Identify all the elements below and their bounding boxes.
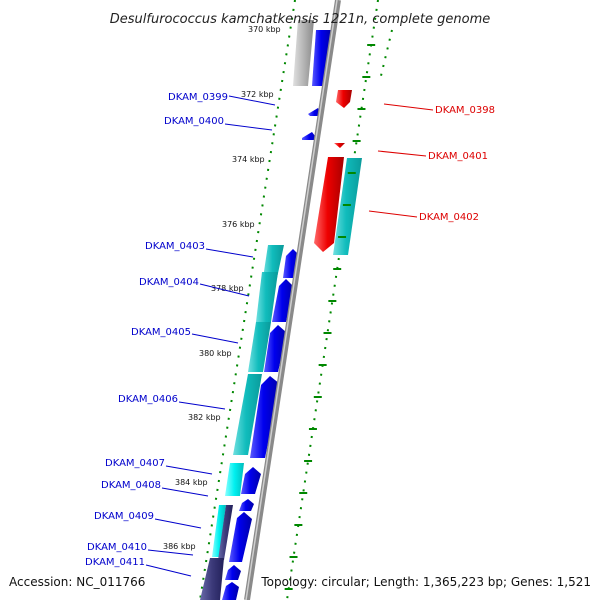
gene-label-forward[interactable]: DKAM_0407: [105, 458, 165, 469]
tick-label: 370 kbp: [248, 25, 281, 34]
map-title: Desulfurococcus kamchatkensis 1221n, com…: [110, 12, 491, 27]
gene-label-leader: [147, 549, 194, 556]
feature-gray[interactable]: [293, 20, 314, 86]
gene-label-forward[interactable]: DKAM_0399: [168, 92, 228, 103]
feature-cyan[interactable]: [225, 463, 244, 496]
backbone-line: [244, 0, 341, 600]
gene-label-reverse[interactable]: DKAM_0398: [435, 105, 495, 116]
feature-teal[interactable]: [248, 322, 271, 372]
feature-cds[interactable]: [225, 565, 241, 580]
feature-teal[interactable]: [333, 158, 362, 255]
gene-label-leader: [383, 103, 434, 111]
gene-label-leader: [161, 487, 209, 497]
feature-cds[interactable]: [229, 512, 252, 562]
gene-label-leader: [145, 564, 192, 577]
gene-label-leader: [154, 518, 202, 529]
feature-cds[interactable]: [302, 132, 318, 140]
feature-cds[interactable]: [239, 499, 254, 511]
genome-backbone: [244, 0, 341, 600]
far-track-guide: [379, 29, 393, 81]
gene-label-layer: DKAM_0399 DKAM_0400 DKAM_0403 DKAM_0404 DKAM…: [85, 92, 495, 577]
tick-label: 386 kbp: [163, 542, 196, 551]
feature-navy[interactable]: [200, 558, 224, 600]
feature-cds[interactable]: [241, 467, 261, 494]
tick-label: 382 kbp: [188, 413, 221, 422]
feature-cds[interactable]: [272, 279, 294, 322]
gene-label-leader: [205, 248, 254, 258]
tick-label: 372 kbp: [241, 90, 274, 99]
tick-label: 374 kbp: [232, 155, 265, 164]
gene-label-leader: [191, 333, 239, 344]
feature-rna[interactable]: [334, 143, 345, 148]
gene-label-forward[interactable]: DKAM_0410: [87, 542, 147, 553]
gene-label-leader: [377, 150, 427, 157]
feature-cds[interactable]: [312, 30, 332, 86]
feature-cyan[interactable]: [212, 505, 226, 557]
gene-label-reverse[interactable]: DKAM_0401: [428, 151, 488, 162]
gene-label-leader: [224, 123, 273, 131]
feature-cds[interactable]: [250, 376, 280, 458]
feature-rna[interactable]: [336, 90, 352, 108]
reverse-features: [314, 90, 362, 255]
tick-label: 380 kbp: [199, 349, 232, 358]
tick-label: 384 kbp: [175, 478, 208, 487]
feature-teal[interactable]: [256, 272, 278, 322]
gene-label-reverse[interactable]: DKAM_0402: [419, 212, 479, 223]
gene-label-leader: [228, 95, 276, 106]
gene-label-forward[interactable]: DKAM_0400: [164, 116, 224, 127]
gene-label-forward[interactable]: DKAM_0405: [131, 327, 191, 338]
gene-label-leader: [199, 283, 250, 297]
gene-label-forward[interactable]: DKAM_0404: [139, 277, 199, 288]
feature-teal[interactable]: [263, 245, 284, 278]
gene-label-forward[interactable]: DKAM_0406: [118, 394, 178, 405]
gene-label-forward[interactable]: DKAM_0408: [101, 480, 161, 491]
forward-features: [222, 30, 332, 600]
feature-teal[interactable]: [233, 374, 262, 455]
tick-layer: 370 kbp 372 kbp 374 kbp 376 kbp 378 kbp 380 k…: [163, 25, 376, 590]
backbone-highlight: [245, 0, 338, 600]
gene-label-forward[interactable]: DKAM_0403: [145, 241, 205, 252]
feature-cds[interactable]: [264, 325, 287, 372]
outer-track-guide: [286, 0, 379, 600]
feature-rna[interactable]: [314, 157, 344, 252]
gene-label-leader: [165, 465, 213, 475]
gene-label-leader: [368, 210, 418, 218]
gene-label-forward[interactable]: DKAM_0411: [85, 557, 145, 568]
gene-label-forward[interactable]: DKAM_0409: [94, 511, 154, 522]
track-guides: [199, 0, 393, 600]
tick-label: 376 kbp: [222, 220, 255, 229]
tick-label: 378 kbp: [211, 284, 244, 293]
feature-navy[interactable]: [218, 505, 233, 560]
accession-text: Accession: NC_011766: [9, 575, 145, 589]
genome-summary-text: Topology: circular; Length: 1,365,223 bp…: [260, 575, 591, 589]
forward-rna-features: [200, 20, 314, 600]
feature-cds[interactable]: [222, 582, 239, 600]
gene-label-leader: [178, 401, 226, 410]
